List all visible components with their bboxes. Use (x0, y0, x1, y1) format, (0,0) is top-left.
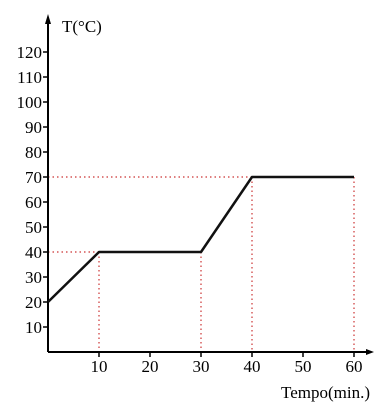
y-axis-title: T(°C) (62, 17, 102, 36)
y-tick-label: 60 (25, 193, 42, 212)
y-axis-arrowhead (45, 14, 51, 24)
guide-lines (48, 176, 355, 352)
series (47, 175, 354, 303)
x-tick-label: 40 (244, 357, 261, 376)
axes (45, 14, 374, 355)
ticks: 10 20 30 40 50 60 70 80 90 100 110 120 10 20 30 40 50 60 (17, 43, 363, 376)
x-tick-label: 50 (295, 357, 312, 376)
x-tick-label: 30 (193, 357, 210, 376)
y-tick-label: 20 (25, 293, 42, 312)
x-tick-label: 20 (142, 357, 159, 376)
y-tick-label: 80 (25, 143, 42, 162)
x-axis-arrowhead (366, 349, 374, 355)
y-tick-label: 30 (25, 268, 42, 287)
y-tick-label: 70 (25, 168, 42, 187)
x-tick-label: 60 (346, 357, 363, 376)
y-tick-label: 90 (25, 118, 42, 137)
y-tick-label: 110 (17, 68, 42, 87)
y-tick-label: 10 (25, 318, 42, 337)
y-tick-label: 100 (17, 93, 43, 112)
x-tick-label: 10 (91, 357, 108, 376)
y-tick-label: 120 (17, 43, 43, 62)
y-tick-label: 40 (25, 243, 42, 262)
y-tick-label: 50 (25, 218, 42, 237)
x-axis-title: Tempo(min.) (281, 383, 370, 402)
temperature-series-line (47, 175, 354, 303)
